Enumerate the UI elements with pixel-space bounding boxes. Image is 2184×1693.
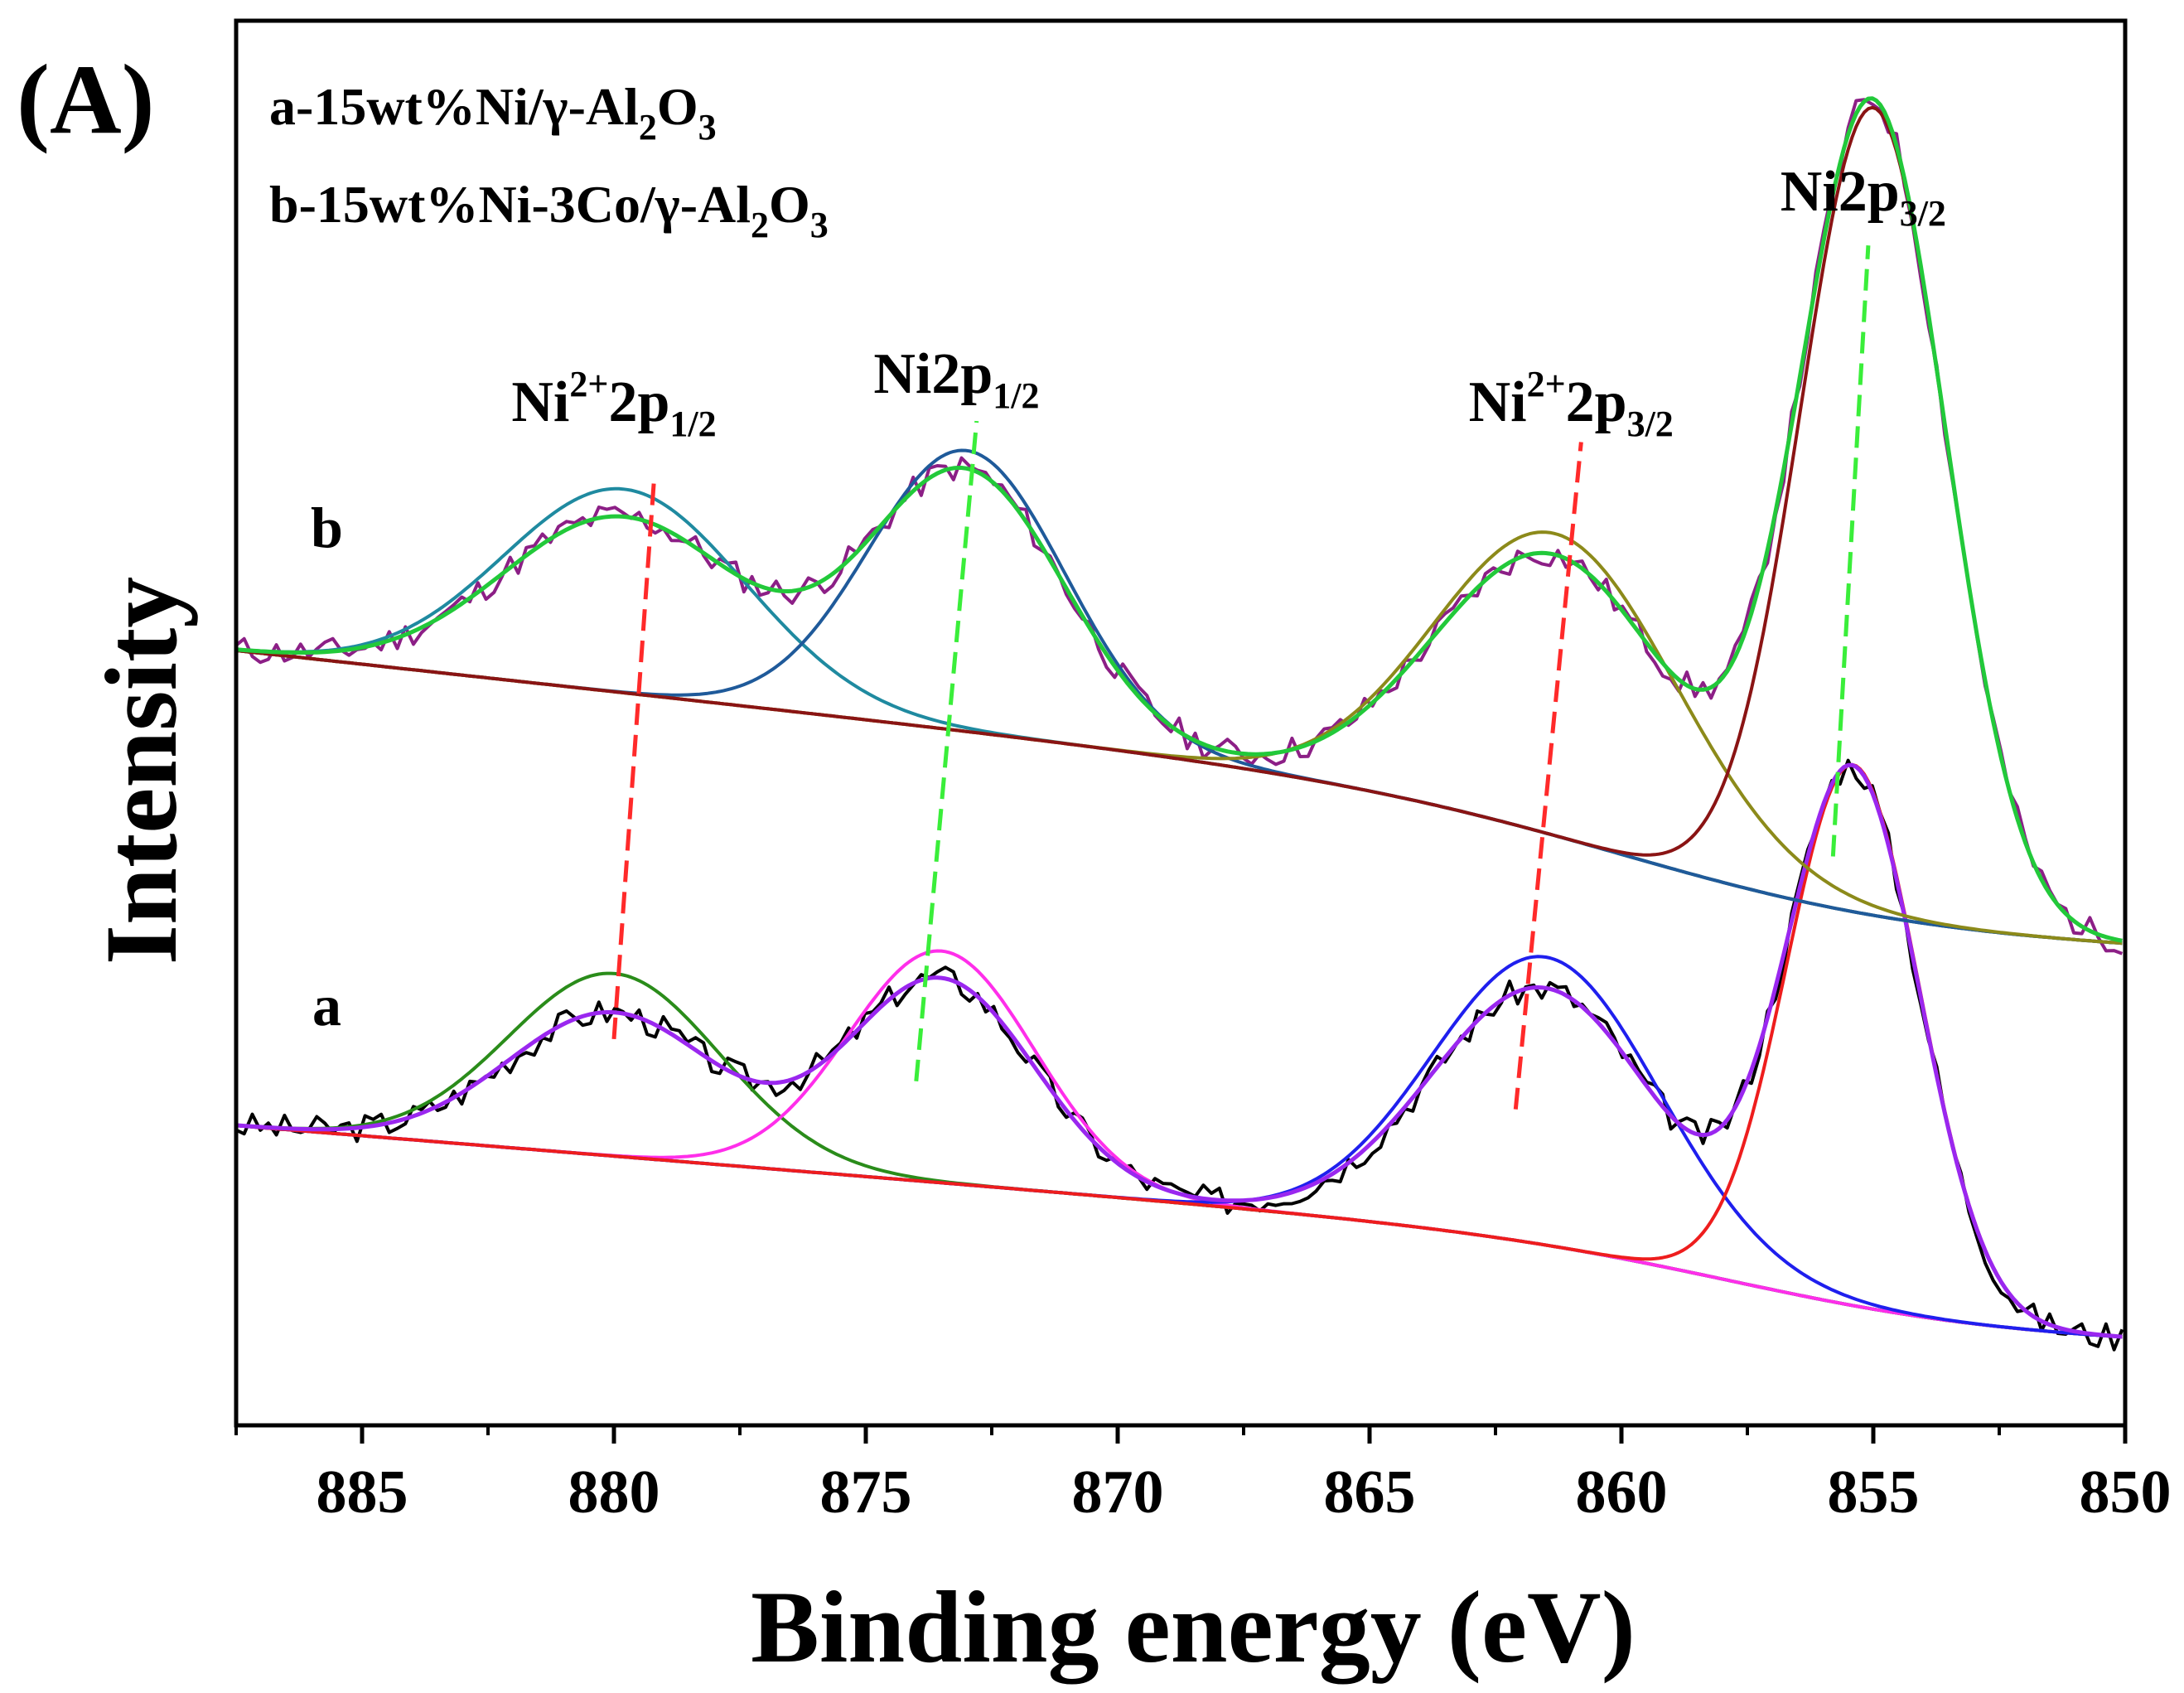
series-a-envelope-fit <box>235 762 2123 1339</box>
legend-item-a: a-15wt%Ni/γ-Al2O3 <box>269 77 717 148</box>
peak-label-2-part: Ni2p <box>873 342 993 406</box>
guide-line-4 <box>1830 245 1871 857</box>
x-tick-label: 870 <box>1072 1458 1164 1526</box>
peak-label-1-part: Ni <box>511 370 569 434</box>
chart-labels: a-15wt%Ni/γ-Al2O3b-15wt%Ni-3Co/γ-Al2O3ab… <box>269 77 1946 1038</box>
series-b-envelope-fit <box>235 96 2123 943</box>
guide-lines-layer <box>611 245 1871 1110</box>
series-b-ni-2p1-2-component <box>235 448 2123 946</box>
x-tick-label: 875 <box>820 1458 912 1526</box>
guide-line-1 <box>611 476 657 1040</box>
legend-item-a-part: a-15wt%Ni/γ-Al <box>269 77 639 136</box>
peak-label-4-part: Ni2p <box>1781 160 1900 224</box>
peak-label-1-part: 1/2 <box>669 404 716 444</box>
series-a-ni2-2p3-2-component <box>235 955 2123 1339</box>
guide-line-3 <box>1513 442 1583 1110</box>
x-tick-label: 860 <box>1576 1458 1668 1526</box>
legend-item-b: b-15wt%Ni-3Co/γ-Al2O3 <box>269 175 829 245</box>
panel-label: (A) <box>17 44 155 154</box>
series-b-background <box>235 649 2123 946</box>
curve-label-a: a <box>312 975 341 1038</box>
series-a-background <box>235 1124 2123 1339</box>
guide-line-2 <box>914 420 979 1081</box>
x-tick-label: 865 <box>1324 1458 1416 1526</box>
series-a-ni-2p1-2-component <box>235 949 2123 1339</box>
peak-label-4-part: 3/2 <box>1900 193 1946 234</box>
legend-item-b-part: 3 <box>810 205 829 245</box>
peak-label-3-part: 2p <box>1566 370 1627 434</box>
legend-item-a-part: 2 <box>639 107 657 148</box>
x-tick-label: 880 <box>568 1458 660 1526</box>
peak-label-3-part: 2+ <box>1527 364 1566 404</box>
x-ticks: 885 880 875 870 865 860 855 850 <box>234 1425 2172 1526</box>
peak-label-3-part: 3/2 <box>1627 404 1674 444</box>
curves-layer <box>234 96 2124 1352</box>
peak-label-1-part: 2p <box>608 370 669 434</box>
legend-item-a-part: O <box>657 77 698 136</box>
peak-label-2: Ni2p1/2 <box>873 342 1039 416</box>
peak-label-1: Ni2+2p1/2 <box>511 364 716 444</box>
legend-item-b-part: 2 <box>751 205 769 245</box>
x-axis-title: Binding energy (eV) <box>751 1570 1636 1685</box>
x-tick-label: 850 <box>2080 1458 2172 1526</box>
legend-item-b-part: O <box>769 175 810 234</box>
peak-label-4: Ni2p3/2 <box>1781 160 1946 234</box>
curve-label-b: b <box>311 497 343 561</box>
peak-label-2-part: 1/2 <box>993 375 1039 416</box>
series-b-ni2-2p3-2-component <box>235 530 2123 946</box>
legend-item-b-part: b-15wt%Ni-3Co/γ-Al <box>269 175 751 234</box>
series-a-ni2-2p1-2-component <box>235 971 2123 1339</box>
y-axis-title: Intensity <box>85 577 198 965</box>
peak-label-1-part: 2+ <box>569 364 608 404</box>
peak-label-3-part: Ni <box>1469 370 1527 434</box>
x-tick-label: 885 <box>316 1458 408 1526</box>
legend-item-a-part: 3 <box>698 107 717 148</box>
peak-label-3: Ni2+2p3/2 <box>1469 364 1674 444</box>
plot-frame <box>234 18 2128 1428</box>
x-tick-label: 855 <box>1828 1458 1920 1526</box>
series-b-ni-2p3-2-component <box>235 105 2123 943</box>
